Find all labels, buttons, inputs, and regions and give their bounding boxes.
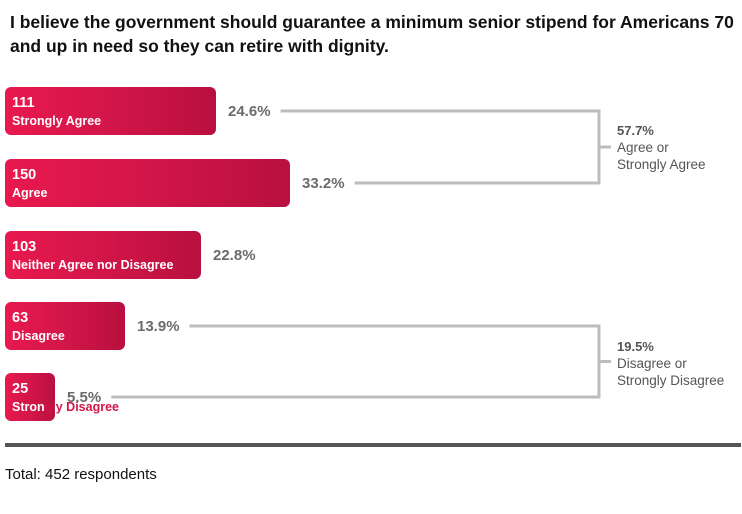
bar-strongly-disagree: 25 Strongly Disagree bbox=[5, 373, 119, 421]
group-agree-label-line2: Strongly Agree bbox=[617, 157, 706, 172]
bar-count: 63 bbox=[12, 310, 29, 326]
bar-strongly-agree: 111 Strongly Agree bbox=[5, 87, 216, 135]
bar-count: 25 bbox=[12, 381, 29, 397]
bar-percent-label: 5.5% bbox=[67, 389, 102, 406]
bar-percent-label: 22.8% bbox=[213, 247, 256, 264]
group-disagree-label-line2: Strongly Disagree bbox=[617, 373, 725, 388]
total-respondents: Total: 452 respondents bbox=[5, 466, 157, 483]
bar-disagree: 63 Disagree bbox=[5, 302, 125, 350]
bar-count: 103 bbox=[12, 239, 37, 255]
bar-neither-agree-nor-disagree: 103 Neither Agree nor Disagree bbox=[5, 231, 201, 279]
group-disagree-percent: 19.5% bbox=[617, 339, 654, 354]
chart-title: I believe the government should guarante… bbox=[10, 12, 734, 56]
bar-percent-label: 33.2% bbox=[302, 175, 345, 192]
bar-percent-label: 13.9% bbox=[137, 318, 180, 335]
bar-agree: 150 Agree bbox=[5, 159, 290, 207]
bar-category-label: Strongly Agree bbox=[12, 114, 102, 128]
group-agree-percent: 57.7% bbox=[617, 123, 654, 138]
disagree-bracket bbox=[111, 324, 611, 399]
bar-count: 111 bbox=[12, 95, 35, 111]
bar-category-label: Disagree bbox=[12, 329, 65, 343]
agree-bracket bbox=[280, 109, 611, 185]
bar-category-label: Neither Agree nor Disagree bbox=[12, 258, 174, 272]
group-disagree-label-line1: Disagree or bbox=[617, 356, 687, 371]
bar-category-label: Strongly Disagree bbox=[12, 400, 119, 414]
bar-category-label: Agree bbox=[12, 186, 48, 200]
bar-count: 150 bbox=[12, 167, 37, 183]
group-agree-label-line1: Agree or bbox=[617, 140, 669, 155]
divider-line bbox=[5, 443, 741, 447]
bar-percent-label: 24.6% bbox=[228, 103, 271, 120]
